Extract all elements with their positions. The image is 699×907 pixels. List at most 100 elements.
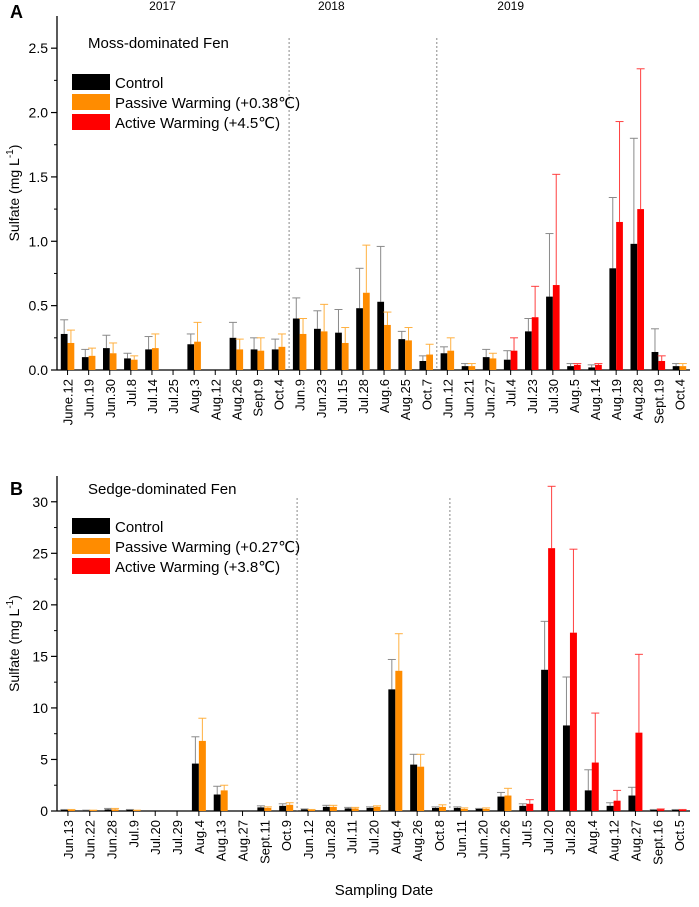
bar-control	[145, 349, 152, 370]
bar-control	[271, 349, 279, 370]
legend-label-passive: Passive Warming (+0.38℃)	[115, 95, 300, 112]
x-tick-label: Aug.12	[208, 379, 223, 420]
x-tick-label: Sept.16	[650, 820, 665, 865]
x-tick-label: Aug.4	[585, 820, 600, 854]
bar-control	[628, 795, 636, 811]
x-tick-label: Jul.29	[170, 820, 185, 855]
panel-title: Moss-dominated Fen	[88, 35, 229, 52]
bar-active	[548, 548, 556, 811]
x-tick-label: Oct.8	[432, 820, 447, 851]
x-tick-label: Jun.21	[461, 379, 476, 418]
x-tick-label: Oct.5	[672, 820, 687, 851]
year-label: 2019	[497, 0, 524, 13]
x-tick-label: Aug.6	[377, 379, 392, 413]
chart-panel-b: 0 5 10 15 20 25 30 Sulfate (mg L-1) B Sedge-domin…	[5, 476, 690, 865]
bar-control	[672, 366, 680, 370]
x-tick-label: Sept.19	[651, 379, 666, 424]
bar-control	[567, 366, 574, 370]
bar-control	[82, 810, 90, 811]
legend-label-control: Control	[115, 519, 163, 536]
bar-control	[546, 296, 553, 370]
x-tick-label: Jul.30	[546, 379, 561, 414]
x-tick-label: Jul.23	[525, 379, 540, 414]
bar-passive	[329, 806, 337, 811]
x-tick-label: Aug.4	[192, 820, 207, 854]
x-tick-label: Jul.9	[126, 820, 141, 847]
bar-passive	[286, 804, 294, 811]
bar-passive	[89, 810, 97, 811]
bar-control	[461, 366, 469, 370]
bar-passive	[264, 807, 272, 811]
bar-control	[440, 353, 448, 370]
x-tick-label: Jun.28	[105, 820, 120, 859]
bar-passive	[67, 342, 75, 370]
bar-passive	[679, 366, 687, 370]
bar-passive	[447, 350, 455, 370]
bar-passive	[384, 324, 391, 370]
bar-passive	[351, 808, 359, 811]
bar-control	[301, 809, 309, 811]
legend-label-active: Active Warming (+3.8℃)	[115, 559, 280, 576]
bar-active	[635, 732, 643, 811]
x-tick-label: Jul.8	[124, 379, 139, 406]
x-tick-label: Jun.19	[82, 379, 97, 418]
bar-control	[292, 318, 300, 370]
bar-passive	[468, 366, 476, 370]
x-tick-label: Aug.26	[229, 379, 244, 420]
y-tick-label: 5	[40, 751, 48, 767]
bar-control	[606, 805, 614, 811]
bar-control	[250, 349, 258, 370]
y-tick-label: 30	[32, 494, 48, 510]
x-tick-label: Jul.20	[541, 820, 556, 855]
x-tick-label: Jun.13	[61, 820, 76, 859]
y-tick-label: 15	[32, 648, 48, 664]
y-tick-label: 25	[32, 545, 48, 561]
x-tick-label: Aug.28	[630, 379, 645, 420]
x-tick-label: Aug.26	[410, 820, 425, 861]
bar-active	[526, 803, 534, 811]
bar-control	[102, 348, 110, 370]
x-tick-label: Jul.15	[335, 379, 350, 414]
y-tick-label: 0.5	[29, 298, 49, 314]
legend-swatch-active	[72, 558, 110, 574]
bar-active	[569, 632, 577, 811]
bar-passive	[395, 670, 403, 811]
bar-control	[630, 243, 638, 370]
y-axis-label: Sulfate (mg L-1)	[5, 145, 22, 242]
x-axis-label: Sampling Date	[335, 882, 433, 899]
x-tick-label: Oct.7	[419, 379, 434, 410]
bar-control	[588, 367, 596, 370]
bar-active	[595, 364, 602, 370]
bar-active	[573, 364, 581, 370]
bar-control	[60, 333, 68, 370]
x-tick-label: Oct.4	[672, 379, 687, 410]
x-tick-label: Jun.26	[497, 820, 512, 859]
bar-control	[672, 809, 680, 811]
x-tick-label: Jun.30	[103, 379, 118, 418]
bar-passive	[133, 810, 141, 811]
y-tick-label: 2.5	[29, 40, 49, 56]
year-label: 2017	[149, 0, 176, 13]
bar-control	[609, 268, 617, 370]
x-tick-label: Jul.20	[148, 820, 163, 855]
x-tick-label: Jun.11	[454, 820, 469, 858]
y-tick-label: 20	[32, 597, 48, 613]
legend-swatch-control	[72, 74, 110, 90]
bar-passive	[257, 350, 265, 370]
legend-label-control: Control	[115, 75, 163, 92]
x-tick-label: Jun.9	[293, 379, 308, 411]
bar-control	[562, 725, 570, 811]
bar-control	[431, 807, 439, 811]
bar-passive	[299, 333, 307, 370]
bar-control	[124, 358, 131, 370]
bar-passive	[130, 359, 138, 370]
bar-control	[191, 763, 199, 811]
bar-control	[81, 357, 89, 370]
bar-active	[613, 800, 621, 811]
bar-control	[419, 360, 427, 370]
x-tick-label: Jul.5	[519, 820, 534, 847]
legend-swatch-control	[72, 518, 110, 534]
bar-passive	[460, 808, 468, 811]
y-tick-label: 0	[40, 803, 48, 819]
